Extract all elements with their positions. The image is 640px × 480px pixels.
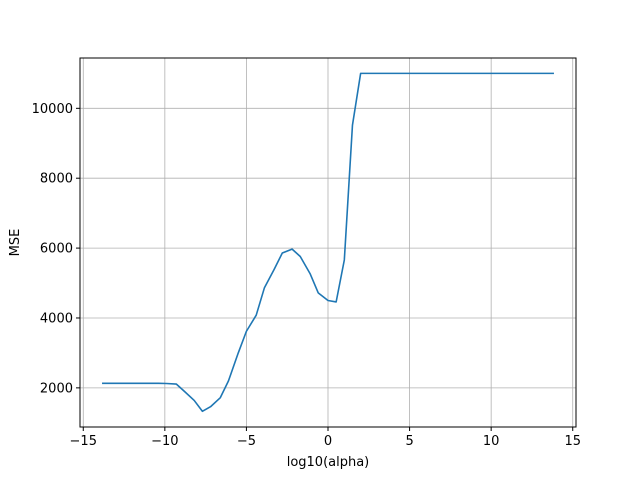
x-tick-label: 0 xyxy=(324,434,332,449)
x-tick-label: −10 xyxy=(151,434,178,449)
x-tick-label: −15 xyxy=(70,434,97,449)
y-tick-label: 4000 xyxy=(40,311,73,326)
y-tick-label: 8000 xyxy=(40,172,73,187)
y-tick-label: 2000 xyxy=(40,381,73,396)
x-tick-label: 15 xyxy=(564,434,581,449)
x-tick-label: 5 xyxy=(405,434,413,449)
y-axis-label: MSE xyxy=(8,229,23,257)
axis-ticks: −15 −10 −5 0 5 10 15 2000 4000 6000 8000 10000 xyxy=(32,102,581,449)
x-tick-label: −5 xyxy=(237,434,256,449)
x-tick-label: 10 xyxy=(483,434,500,449)
series-layer xyxy=(102,72,554,413)
gridlines xyxy=(80,58,576,427)
x-axis-label: log10(alpha) xyxy=(287,455,370,470)
series-line xyxy=(102,72,554,413)
y-tick-label: 6000 xyxy=(40,242,73,257)
y-tick-label: 10000 xyxy=(32,102,73,117)
